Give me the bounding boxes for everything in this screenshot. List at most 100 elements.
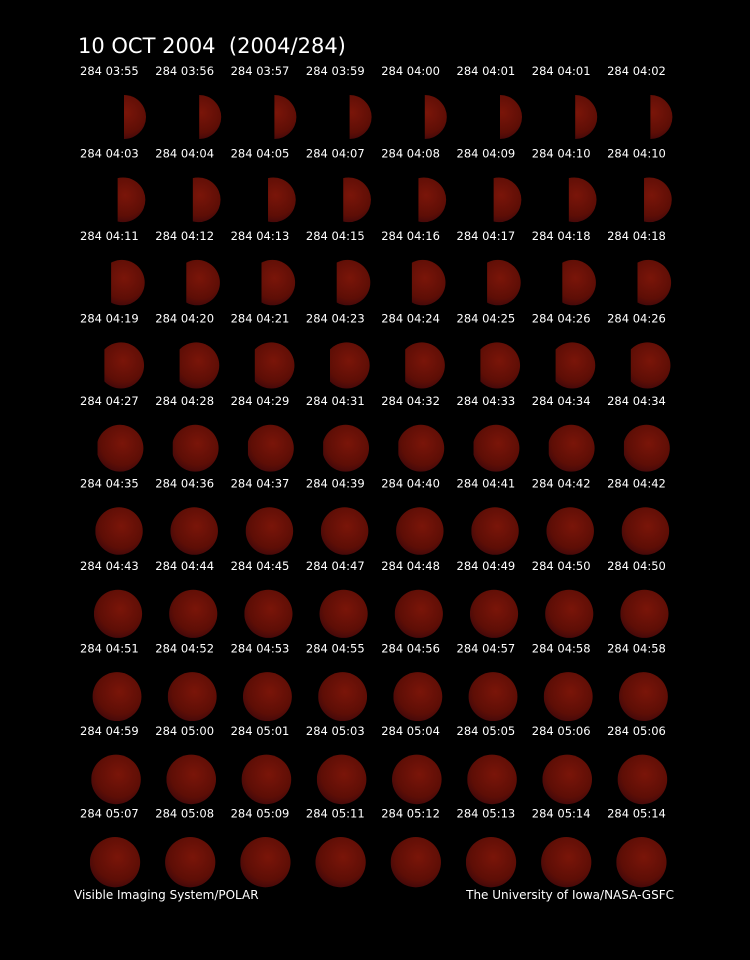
earth-image [167, 672, 217, 722]
frame-label: 284 04:42 [607, 477, 666, 491]
earth-image [240, 837, 291, 888]
frame-label: 284 03:59 [306, 64, 365, 78]
frame-label: 284 04:32 [381, 394, 440, 408]
frame-label: 284 04:37 [231, 477, 290, 491]
earth-image [111, 259, 145, 306]
frame-label: 284 04:27 [80, 394, 139, 408]
frame-label: 284 04:26 [607, 312, 666, 326]
frame-label: 284 04:09 [457, 147, 516, 161]
earth-image [254, 342, 295, 389]
earth-image [241, 754, 292, 805]
earth-image [650, 95, 673, 139]
frame-label: 284 04:52 [155, 642, 214, 656]
footer-right: The University of Iowa/NASA-GSFC [465, 888, 674, 902]
frame-label: 284 04:28 [155, 394, 214, 408]
earth-image [320, 507, 369, 555]
earth-image [637, 259, 672, 306]
frame-label: 284 05:09 [231, 807, 290, 821]
earth-image [424, 95, 447, 139]
earth-image [618, 672, 668, 722]
frame-label: 284 04:19 [80, 312, 139, 326]
frame-label: 284 04:02 [607, 64, 666, 78]
earth-image [97, 424, 144, 472]
frame-label: 284 04:26 [532, 312, 591, 326]
frame-label: 284 04:16 [381, 229, 440, 243]
earth-image [93, 589, 143, 638]
frame-label: 284 04:25 [457, 312, 516, 326]
frame-label: 284 04:15 [306, 229, 365, 243]
frame-label: 284 03:57 [231, 64, 290, 78]
frame-label: 284 04:03 [80, 147, 139, 161]
frame-label: 284 05:00 [155, 724, 214, 738]
frame-label: 284 04:43 [80, 559, 139, 573]
frame-label: 284 03:56 [155, 64, 214, 78]
frame-label: 284 05:06 [532, 724, 591, 738]
frame-label: 284 04:36 [155, 477, 214, 491]
earth-image [468, 672, 518, 722]
earth-image [575, 95, 598, 139]
earth-image [568, 177, 597, 223]
frame-label: 284 04:18 [532, 229, 591, 243]
frame-label: 284 04:33 [457, 394, 516, 408]
earth-image [274, 95, 297, 139]
frame-label: 284 04:34 [532, 394, 591, 408]
earth-image [393, 672, 443, 722]
earth-image [169, 589, 218, 638]
earth-image [418, 177, 447, 223]
frame-label: 284 04:40 [381, 477, 440, 491]
frame-label: 284 05:14 [607, 807, 666, 821]
earth-image [630, 342, 671, 389]
frame-label: 284 05:05 [457, 724, 516, 738]
frame-label: 284 04:58 [607, 642, 666, 656]
earth-image [323, 424, 369, 472]
earth-image [91, 754, 141, 805]
earth-image [394, 589, 443, 638]
earth-image [349, 95, 372, 139]
earth-image [92, 672, 142, 722]
earth-image [242, 672, 292, 722]
earth-image [467, 754, 517, 805]
frame-label: 284 04:35 [80, 477, 139, 491]
frame-label: 284 04:45 [231, 559, 290, 573]
earth-image [318, 672, 368, 722]
frame-label: 284 04:01 [457, 64, 516, 78]
earth-image [172, 424, 219, 472]
earth-image [316, 754, 367, 805]
earth-image [548, 424, 595, 472]
earth-image [396, 507, 444, 555]
earth-image [261, 259, 296, 306]
title: 10 OCT 2004 (2004/284) [78, 34, 346, 58]
frame-label: 284 04:56 [381, 642, 440, 656]
earth-image [179, 342, 220, 389]
earth-image [487, 259, 521, 306]
frame-label: 284 05:03 [306, 724, 365, 738]
earth-image [244, 589, 293, 638]
frame-label: 284 04:47 [306, 559, 365, 573]
frame-label: 284 05:11 [306, 807, 365, 821]
earth-image [104, 342, 145, 389]
earth-image [621, 507, 670, 555]
earth-image [124, 95, 146, 139]
frame-label: 284 05:04 [381, 724, 440, 738]
frame-label: 284 04:08 [381, 147, 440, 161]
frame-label: 284 04:12 [155, 229, 214, 243]
earth-image [165, 837, 216, 888]
earth-image [469, 589, 519, 638]
frame-label: 284 04:00 [381, 64, 440, 78]
earth-image [247, 424, 294, 472]
earth-image [315, 837, 366, 888]
earth-image [199, 95, 222, 139]
frame-label: 284 04:11 [80, 229, 139, 243]
earth-image [319, 589, 368, 638]
frame-label: 284 04:24 [381, 312, 440, 326]
frame-label: 284 04:55 [306, 642, 365, 656]
frame-label: 284 04:17 [457, 229, 516, 243]
frame-label: 284 04:07 [306, 147, 365, 161]
frame-label: 284 04:39 [306, 477, 365, 491]
frame-label: 284 05:12 [381, 807, 440, 821]
earth-image [500, 95, 522, 139]
earth-image [555, 342, 596, 389]
frame-label: 284 04:23 [306, 312, 365, 326]
earth-image [89, 837, 141, 888]
